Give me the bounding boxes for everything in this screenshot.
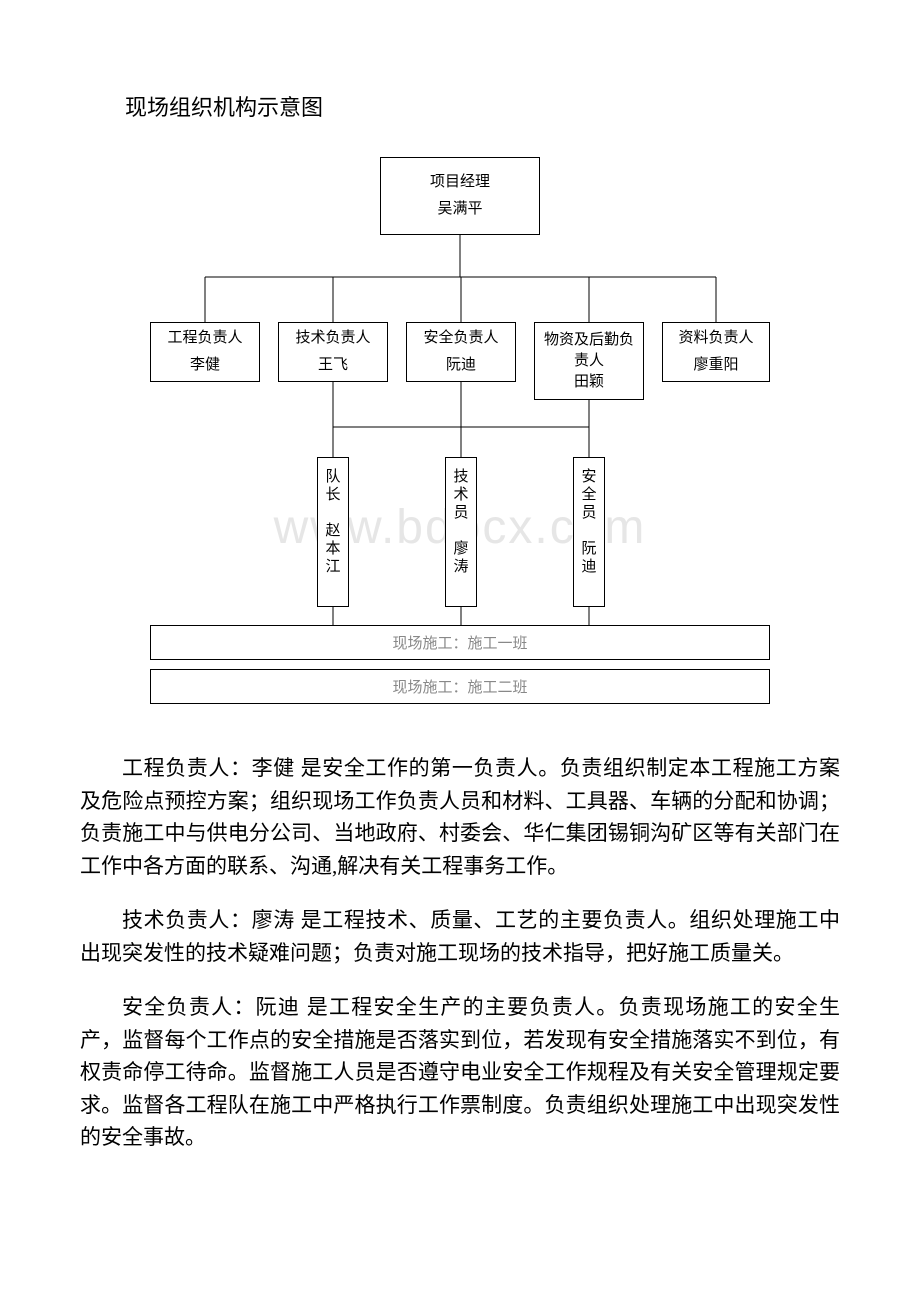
- node-l2-2: 安全负责人 阮迪: [406, 322, 516, 382]
- node-name: 廖重阳: [693, 352, 738, 379]
- node-role: 技术负责人: [295, 325, 370, 352]
- node-name: 阮迪: [446, 352, 476, 379]
- node-name: 王飞: [318, 352, 348, 379]
- node-name: 田颖: [574, 372, 604, 393]
- node-role: 项目经理: [430, 169, 490, 196]
- node-l3-1: 技术员 廖涛: [445, 457, 477, 607]
- team-row-1: 现场施工：施工二班: [150, 669, 770, 704]
- node-role: 资料负责人: [678, 325, 753, 352]
- paragraph: 工程负责人：李健 是安全工作的第一负责人。负责组织制定本工程施工方案及危险点预控…: [80, 752, 840, 882]
- node-name: 吴满平: [437, 196, 482, 223]
- page-title: 现场组织机构示意图: [125, 90, 840, 122]
- node-l3-0: 队长 赵本江: [317, 457, 349, 607]
- node-role: 工程负责人: [167, 325, 242, 352]
- node-role: 物资及后勤负责人: [539, 330, 639, 372]
- paragraph: 技术负责人：廖涛 是工程技术、质量、工艺的主要负责人。组织处理施工中出现突发性的…: [80, 904, 840, 969]
- node-root: 项目经理 吴满平: [380, 157, 540, 235]
- node-l2-4: 资料负责人 廖重阳: [662, 322, 770, 382]
- body-text: 工程负责人：李健 是安全工作的第一负责人。负责组织制定本工程施工方案及危险点预控…: [80, 752, 840, 1154]
- node-l2-0: 工程负责人 李健: [150, 322, 260, 382]
- paragraph: 安全负责人：阮迪 是工程安全生产的主要负责人。负责现场施工的安全生产，监督每个工…: [80, 991, 840, 1154]
- node-role: 安全负责人: [423, 325, 498, 352]
- team-row-0: 现场施工：施工一班: [150, 625, 770, 660]
- node-l2-3: 物资及后勤负责人 田颖: [534, 322, 644, 400]
- node-l3-2: 安全员 阮迪: [573, 457, 605, 607]
- node-l2-1: 技术负责人 王飞: [278, 322, 388, 382]
- node-name: 李健: [190, 352, 220, 379]
- org-chart: 项目经理 吴满平 工程负责人 李健 技术负责人 王飞 安全负责人 阮迪 物资及后…: [150, 157, 770, 717]
